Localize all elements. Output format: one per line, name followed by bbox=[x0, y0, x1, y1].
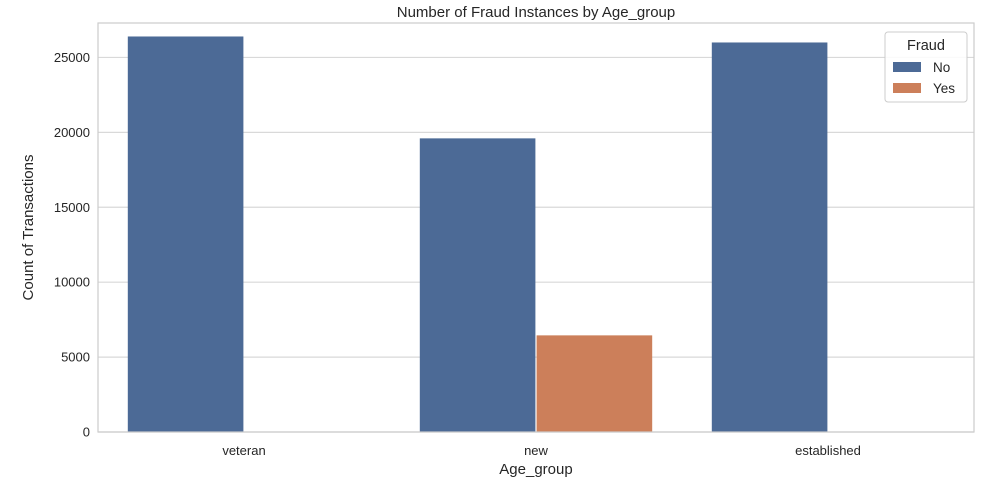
y-tick-label: 0 bbox=[83, 425, 90, 440]
x-tick-label: established bbox=[795, 443, 861, 458]
y-tick-label: 20000 bbox=[54, 125, 90, 140]
bars bbox=[127, 36, 828, 432]
legend-label-no: No bbox=[933, 60, 950, 75]
legend-title: Fraud bbox=[907, 38, 945, 54]
y-tick-label: 15000 bbox=[54, 200, 90, 215]
y-tick-labels: 0 5000 10000 15000 20000 25000 bbox=[54, 50, 90, 440]
y-axis-label: Count of Transactions bbox=[20, 155, 37, 301]
bar-established-no bbox=[711, 42, 828, 432]
y-tick-label: 5000 bbox=[61, 350, 90, 365]
bar-new-yes bbox=[536, 335, 653, 432]
x-tick-labels: veteran new established bbox=[222, 443, 861, 458]
bar-new-no bbox=[419, 138, 536, 432]
legend-swatch-no bbox=[893, 62, 921, 72]
x-tick-label: veteran bbox=[222, 443, 265, 458]
x-tick-label: new bbox=[524, 443, 548, 458]
y-tick-label: 25000 bbox=[54, 50, 90, 65]
bar-veteran-no bbox=[127, 36, 244, 432]
plot-frame bbox=[97, 22, 975, 433]
chart-title: Number of Fraud Instances by Age_group bbox=[397, 4, 676, 21]
y-tick-label: 10000 bbox=[54, 275, 90, 290]
legend: Fraud No Yes bbox=[884, 31, 968, 103]
legend-swatch-yes bbox=[893, 83, 921, 93]
x-axis-label: Age_group bbox=[499, 461, 572, 478]
legend-label-yes: Yes bbox=[933, 81, 955, 96]
